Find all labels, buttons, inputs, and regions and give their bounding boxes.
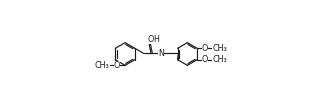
- Text: CH₃: CH₃: [212, 55, 227, 64]
- Text: O: O: [114, 61, 120, 70]
- Text: O: O: [147, 35, 154, 44]
- Text: O: O: [202, 44, 208, 53]
- Text: CH₃: CH₃: [212, 44, 227, 53]
- Text: O: O: [202, 55, 208, 64]
- Text: N: N: [158, 49, 164, 58]
- Text: CH₃: CH₃: [95, 61, 110, 70]
- Text: H: H: [154, 35, 160, 44]
